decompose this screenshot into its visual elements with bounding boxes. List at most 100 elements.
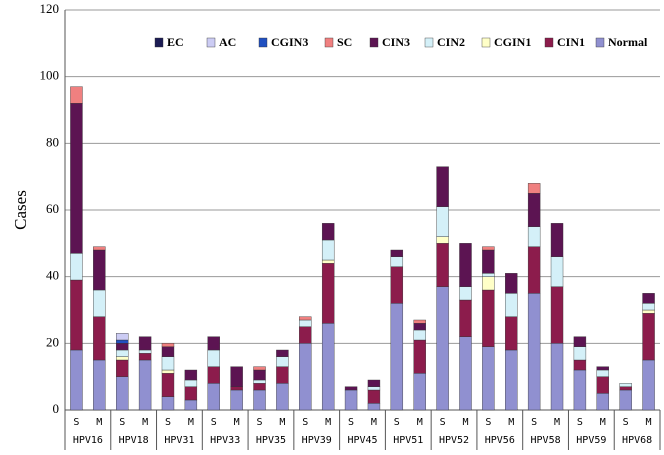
bar-segment <box>482 246 495 251</box>
legend-label: EC <box>167 35 184 49</box>
x-tick-label: S <box>211 417 217 428</box>
bar-segment <box>161 373 175 397</box>
bar-segment <box>436 243 449 287</box>
bar-segment <box>413 373 426 411</box>
bar-segment <box>93 316 106 361</box>
x-tick-label: M <box>554 417 560 428</box>
bar-segment <box>619 383 632 387</box>
bar-segment <box>161 343 175 347</box>
x-tick-label: M <box>142 417 148 428</box>
x-tick-label: S <box>577 417 583 428</box>
bar-segment <box>390 256 404 267</box>
y-tick-label: 60 <box>46 201 59 216</box>
bar-segment <box>116 359 129 377</box>
bar-segment <box>550 286 564 344</box>
bar-segment <box>161 396 175 411</box>
bar-segment <box>276 383 289 411</box>
x-tick-label: S <box>257 417 263 428</box>
x-tick-label: S <box>302 417 308 428</box>
bar-segment <box>596 376 609 394</box>
bar-segment <box>573 336 587 347</box>
bar-segment <box>299 343 312 411</box>
bar-segment <box>459 336 472 411</box>
bar-segment <box>207 383 220 411</box>
bar-segment <box>184 399 198 411</box>
legend-label: CIN2 <box>437 35 465 49</box>
bar-segment <box>184 379 198 387</box>
bar-segment <box>505 293 518 317</box>
bar-segment <box>276 349 289 357</box>
legend-label: Normal <box>608 35 648 49</box>
bar-segment <box>390 303 404 411</box>
legend-swatch <box>258 37 268 48</box>
bar-segment <box>413 323 426 331</box>
bar-segment <box>619 386 632 391</box>
x-tick-label: M <box>234 417 240 428</box>
bar-segment <box>413 339 426 374</box>
bar-segment <box>596 369 609 377</box>
legend-swatch <box>324 37 334 48</box>
bar-segment <box>482 289 495 347</box>
bar-segment <box>436 236 449 244</box>
y-tick-label: 80 <box>46 134 59 149</box>
bar-segment <box>253 366 266 371</box>
legend-label: SC <box>337 35 352 49</box>
x-tick-label: M <box>417 417 423 428</box>
bar-segment <box>482 276 495 291</box>
bar-segment <box>367 389 381 404</box>
bar-segment <box>230 386 243 391</box>
bar-segment <box>619 389 632 411</box>
bar-segment <box>230 389 243 411</box>
group-label: HPV33 <box>210 435 240 446</box>
bar-segment <box>482 273 495 277</box>
x-tick-label: M <box>462 417 468 428</box>
x-tick-label: S <box>73 417 79 428</box>
bar-segment <box>321 263 335 324</box>
bar-segment <box>161 369 175 374</box>
bar-segment <box>321 223 335 241</box>
legend-label: AC <box>219 35 236 49</box>
x-tick-label: M <box>371 417 377 428</box>
bar-segment <box>299 316 312 321</box>
bar-segment <box>93 249 106 291</box>
bar-segment <box>207 336 220 351</box>
group-label: HPV16 <box>73 435 103 446</box>
legend-label: CIN1 <box>557 35 585 49</box>
legend-swatch <box>481 37 491 48</box>
group-label: HPV31 <box>164 435 194 446</box>
legend-swatch <box>369 37 379 48</box>
legend-swatch <box>424 37 434 48</box>
bar-segment <box>299 326 312 344</box>
bar-segment <box>413 329 426 341</box>
bar-segment <box>321 323 335 411</box>
bar-segment <box>70 349 83 411</box>
bar-segment <box>482 346 495 411</box>
bar-segment <box>505 349 518 411</box>
bar-segment <box>527 293 541 411</box>
bar-segment <box>70 86 83 104</box>
bar-segment <box>436 206 449 237</box>
legend-swatch <box>544 37 554 48</box>
bar-segment <box>550 343 564 411</box>
bar-segment <box>70 103 83 254</box>
bar-segment <box>321 259 335 264</box>
bar-segment <box>505 316 518 351</box>
bar-segment <box>276 366 289 384</box>
x-tick-label: M <box>279 417 285 428</box>
bar-segment <box>436 166 449 207</box>
bar-segment <box>253 383 266 391</box>
bar-segment <box>642 293 655 304</box>
bar-segment <box>596 393 609 411</box>
bar-segment <box>642 309 655 314</box>
y-tick-label: 120 <box>40 1 60 16</box>
bar-segment <box>138 359 152 411</box>
x-tick-label: S <box>531 417 537 428</box>
group-label: HPV68 <box>622 435 652 446</box>
bar-segment <box>550 223 564 257</box>
group-label: HPV51 <box>393 435 423 446</box>
legend-label: CGIN3 <box>271 35 308 49</box>
group-label: HPV45 <box>347 435 377 446</box>
legend-label: CGIN1 <box>494 35 531 49</box>
bar-segment <box>527 226 541 247</box>
